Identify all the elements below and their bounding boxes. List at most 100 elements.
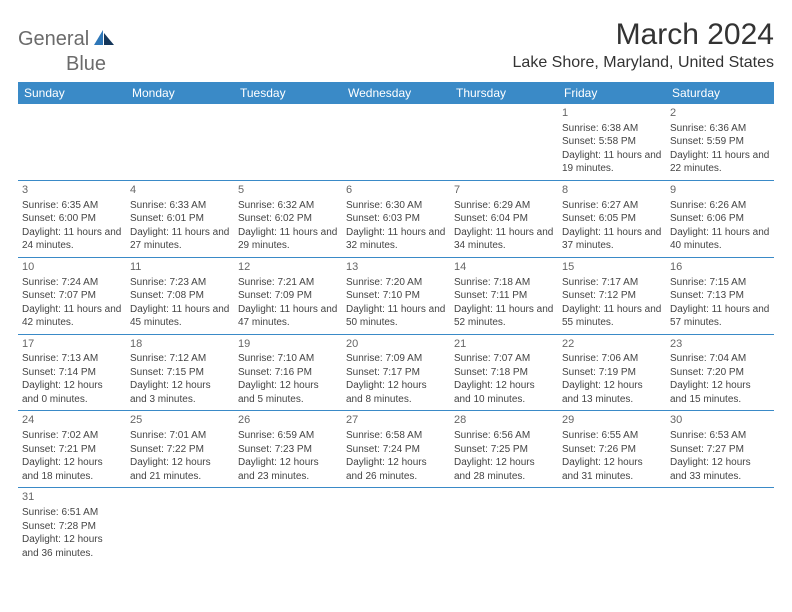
daylight-line: Daylight: 11 hours and 55 minutes. (562, 303, 662, 330)
daylight-line: Daylight: 11 hours and 19 minutes. (562, 149, 662, 176)
daylight-line: Daylight: 12 hours and 8 minutes. (346, 379, 446, 406)
brand-overlay: General Blue (18, 28, 116, 76)
day-number: 22 (562, 337, 662, 352)
daylight-line: Daylight: 11 hours and 37 minutes. (562, 226, 662, 253)
sunset-line: Sunset: 7:28 PM (22, 520, 122, 534)
sunrise-line: Sunrise: 7:24 AM (22, 276, 122, 290)
calendar-cell: 1Sunrise: 6:38 AMSunset: 5:58 PMDaylight… (558, 104, 666, 180)
day-number: 24 (22, 413, 122, 428)
sunset-line: Sunset: 7:23 PM (238, 443, 338, 457)
daylight-line: Daylight: 12 hours and 3 minutes. (130, 379, 230, 406)
daylight-line: Daylight: 12 hours and 0 minutes. (22, 379, 122, 406)
calendar-cell: 21Sunrise: 7:07 AMSunset: 7:18 PMDayligh… (450, 334, 558, 411)
day-number: 11 (130, 260, 230, 275)
sunset-line: Sunset: 7:19 PM (562, 366, 662, 380)
weekday-header: Tuesday (234, 82, 342, 104)
calendar-cell: 25Sunrise: 7:01 AMSunset: 7:22 PMDayligh… (126, 411, 234, 488)
title-block: March 2024 Lake Shore, Maryland, United … (513, 18, 774, 78)
calendar-cell: 26Sunrise: 6:59 AMSunset: 7:23 PMDayligh… (234, 411, 342, 488)
calendar-cell: 7Sunrise: 6:29 AMSunset: 6:04 PMDaylight… (450, 180, 558, 257)
sunset-line: Sunset: 7:18 PM (454, 366, 554, 380)
day-number: 30 (670, 413, 770, 428)
day-number: 13 (346, 260, 446, 275)
sunrise-line: Sunrise: 6:51 AM (22, 506, 122, 520)
month-title: March 2024 (513, 18, 774, 52)
sunrise-line: Sunrise: 6:38 AM (562, 122, 662, 136)
sunset-line: Sunset: 7:11 PM (454, 289, 554, 303)
calendar-cell (666, 488, 774, 564)
sunset-line: Sunset: 7:21 PM (22, 443, 122, 457)
daylight-line: Daylight: 11 hours and 45 minutes. (130, 303, 230, 330)
sunrise-line: Sunrise: 7:18 AM (454, 276, 554, 290)
calendar-cell: 13Sunrise: 7:20 AMSunset: 7:10 PMDayligh… (342, 257, 450, 334)
sunset-line: Sunset: 7:10 PM (346, 289, 446, 303)
daylight-line: Daylight: 12 hours and 31 minutes. (562, 456, 662, 483)
day-number: 17 (22, 337, 122, 352)
day-number: 19 (238, 337, 338, 352)
day-number: 20 (346, 337, 446, 352)
sunset-line: Sunset: 7:25 PM (454, 443, 554, 457)
day-number: 4 (130, 183, 230, 198)
sunset-line: Sunset: 7:24 PM (346, 443, 446, 457)
sunset-line: Sunset: 7:08 PM (130, 289, 230, 303)
sunrise-line: Sunrise: 6:55 AM (562, 429, 662, 443)
sunset-line: Sunset: 6:01 PM (130, 212, 230, 226)
calendar-cell: 18Sunrise: 7:12 AMSunset: 7:15 PMDayligh… (126, 334, 234, 411)
daylight-line: Daylight: 11 hours and 57 minutes. (670, 303, 770, 330)
sail-icon-ov (92, 29, 116, 53)
weekday-header: Wednesday (342, 82, 450, 104)
calendar-cell: 12Sunrise: 7:21 AMSunset: 7:09 PMDayligh… (234, 257, 342, 334)
sunrise-line: Sunrise: 7:15 AM (670, 276, 770, 290)
daylight-line: Daylight: 11 hours and 34 minutes. (454, 226, 554, 253)
daylight-line: Daylight: 11 hours and 29 minutes. (238, 226, 338, 253)
daylight-line: Daylight: 11 hours and 40 minutes. (670, 226, 770, 253)
sunset-line: Sunset: 6:04 PM (454, 212, 554, 226)
sunrise-line: Sunrise: 6:27 AM (562, 199, 662, 213)
calendar-cell: 8Sunrise: 6:27 AMSunset: 6:05 PMDaylight… (558, 180, 666, 257)
sunrise-line: Sunrise: 7:20 AM (346, 276, 446, 290)
day-number: 15 (562, 260, 662, 275)
sunset-line: Sunset: 7:14 PM (22, 366, 122, 380)
day-number: 6 (346, 183, 446, 198)
daylight-line: Daylight: 12 hours and 10 minutes. (454, 379, 554, 406)
sunset-line: Sunset: 7:13 PM (670, 289, 770, 303)
daylight-line: Daylight: 12 hours and 23 minutes. (238, 456, 338, 483)
calendar-cell: 29Sunrise: 6:55 AMSunset: 7:26 PMDayligh… (558, 411, 666, 488)
day-number: 2 (670, 106, 770, 121)
weekday-header: Saturday (666, 82, 774, 104)
sunset-line: Sunset: 6:06 PM (670, 212, 770, 226)
sunrise-line: Sunrise: 7:13 AM (22, 352, 122, 366)
calendar-body: 1Sunrise: 6:38 AMSunset: 5:58 PMDaylight… (18, 104, 774, 564)
weekday-header: Thursday (450, 82, 558, 104)
day-number: 25 (130, 413, 230, 428)
calendar-cell: 23Sunrise: 7:04 AMSunset: 7:20 PMDayligh… (666, 334, 774, 411)
calendar-cell: 14Sunrise: 7:18 AMSunset: 7:11 PMDayligh… (450, 257, 558, 334)
sunset-line: Sunset: 7:27 PM (670, 443, 770, 457)
sunset-line: Sunset: 7:09 PM (238, 289, 338, 303)
day-number: 14 (454, 260, 554, 275)
day-number: 10 (22, 260, 122, 275)
sunset-line: Sunset: 6:05 PM (562, 212, 662, 226)
sunrise-line: Sunrise: 6:32 AM (238, 199, 338, 213)
calendar-cell: 5Sunrise: 6:32 AMSunset: 6:02 PMDaylight… (234, 180, 342, 257)
sunrise-line: Sunrise: 7:04 AM (670, 352, 770, 366)
calendar-cell (450, 488, 558, 564)
sunrise-line: Sunrise: 7:21 AM (238, 276, 338, 290)
weekday-header: Friday (558, 82, 666, 104)
daylight-line: Daylight: 11 hours and 22 minutes. (670, 149, 770, 176)
calendar-cell (342, 104, 450, 180)
sunrise-line: Sunrise: 7:07 AM (454, 352, 554, 366)
calendar-row: 31Sunrise: 6:51 AMSunset: 7:28 PMDayligh… (18, 488, 774, 564)
daylight-line: Daylight: 11 hours and 47 minutes. (238, 303, 338, 330)
calendar-cell: 31Sunrise: 6:51 AMSunset: 7:28 PMDayligh… (18, 488, 126, 564)
sunrise-line: Sunrise: 6:36 AM (670, 122, 770, 136)
day-number: 18 (130, 337, 230, 352)
calendar-cell (234, 488, 342, 564)
sunrise-line: Sunrise: 6:33 AM (130, 199, 230, 213)
sunrise-line: Sunrise: 6:30 AM (346, 199, 446, 213)
day-number: 27 (346, 413, 446, 428)
daylight-line: Daylight: 12 hours and 26 minutes. (346, 456, 446, 483)
weekday-header: Sunday (18, 82, 126, 104)
sunset-line: Sunset: 6:00 PM (22, 212, 122, 226)
calendar-cell: 10Sunrise: 7:24 AMSunset: 7:07 PMDayligh… (18, 257, 126, 334)
